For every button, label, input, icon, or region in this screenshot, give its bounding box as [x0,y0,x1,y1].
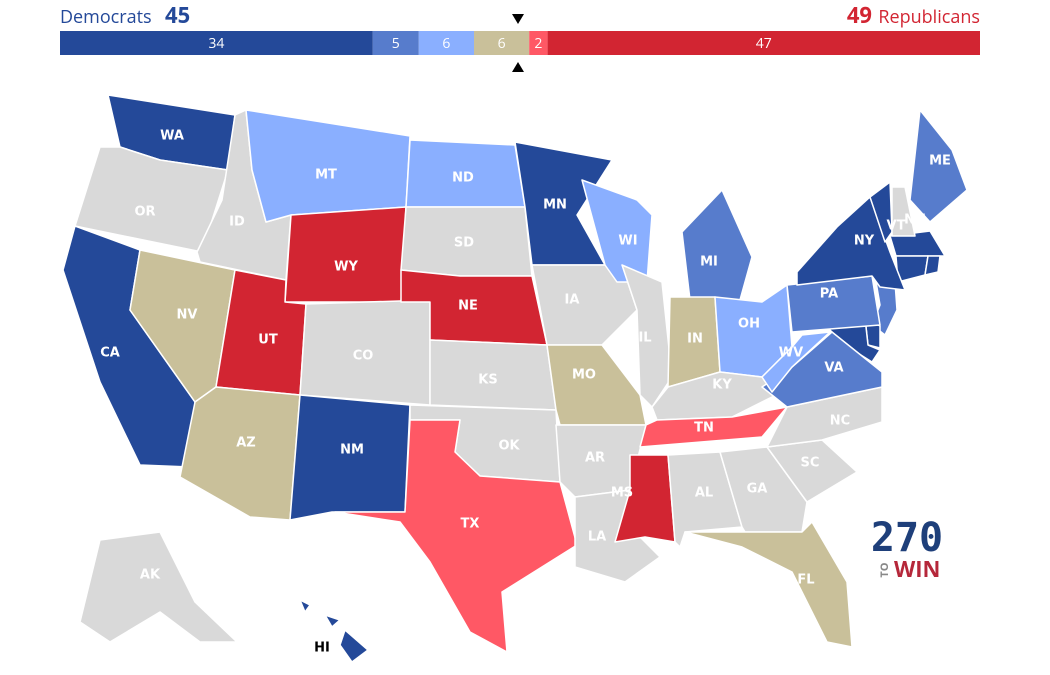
logo: 270 TO WIN [871,515,943,584]
state-label: WV [779,346,803,361]
state-shape [299,599,311,613]
state-label: WY [334,260,358,275]
state-shape [339,629,369,663]
majority-arrow-top [512,14,524,24]
state-label: SD [454,236,474,251]
state-label: TX [461,517,480,532]
state-ma [889,230,946,257]
state-label: PA [820,287,838,302]
bar-segment [474,31,530,55]
bar-segment [547,31,980,55]
state-shape [284,206,407,303]
logo-to: TO [877,562,892,577]
state-label: AL [695,486,713,501]
state-label: ND [452,171,474,186]
state-label: MS [611,486,633,501]
state-label: AZ [236,436,256,451]
state-shape [324,614,341,628]
state-label: NM [340,443,364,458]
state-shape [891,186,916,237]
democrats-label: Democrats [60,5,152,29]
state-shape [684,521,853,648]
state-label: CA [100,346,120,361]
state-shape [761,331,831,393]
state-label: OH [738,317,760,332]
bar-segment-label: 6 [442,34,450,53]
state-label: WA [160,129,184,144]
state-label: IL [638,331,651,346]
state-label: MI [700,255,718,270]
logo-win: WIN [894,554,940,584]
state-label: CO [353,349,374,364]
republicans-label: Republicans [878,5,980,29]
state-label: FL [797,573,814,588]
state-label: MT [315,168,337,183]
state-label: NC [830,414,850,429]
state-label: VA [824,361,843,376]
state-label: NV [177,308,198,323]
bar-segment-label: 2 [534,34,542,53]
state-label: OR [134,205,155,220]
state-label: ME [929,154,951,169]
state-label: KS [478,373,497,388]
state-shape [79,531,238,643]
bar-segment [372,31,419,55]
republicans-count: 49 [847,0,872,30]
state-shape [334,419,578,653]
bar-segment [60,31,373,55]
state-shape [179,386,301,521]
state-label: KY [712,378,732,393]
state-label: GA [747,482,768,497]
state-label: SC [801,456,820,471]
state-label: UT [258,333,278,348]
majority-arrow-bottom [512,62,524,72]
state-label: AR [585,451,605,466]
state-label: IA [565,293,580,308]
state-label: VT [887,219,906,234]
bar-segment-label: 6 [498,34,506,53]
state-shape [245,109,411,223]
state-shape [909,109,968,223]
state-shape [289,394,411,521]
us-map [62,94,968,663]
state-label: HI [314,641,330,656]
state-label: LA [588,530,606,545]
state-label: NH [904,213,926,228]
state-label: IN [687,332,703,347]
state-label: OK [498,439,520,454]
bar-segment-label: 47 [756,34,772,53]
state-label: TN [694,421,714,436]
logo-number: 270 [871,515,943,561]
state-labels: WA OR CA ID NV MT WY UT AZ CO NM ND SD NE KS OK TX MN IA MO… [100,129,951,656]
state-label: ID [229,215,245,230]
state-shape [681,189,753,301]
state-label: WI [618,234,637,249]
state-ri [924,255,941,276]
bar-segment [529,31,548,55]
balance-bar: 34 5 6 6 2 47 [60,31,980,55]
state-label: AK [140,568,161,583]
bar-segment-label: 34 [208,34,224,53]
bar-segment-label: 5 [392,34,400,53]
state-label: MN [543,198,567,213]
bar-segment [418,31,474,55]
state-label: NY [854,234,875,249]
state-shape [546,344,647,426]
state-label: NE [458,299,478,314]
democrats-count: 45 [165,0,190,30]
state-label: MO [572,368,596,383]
